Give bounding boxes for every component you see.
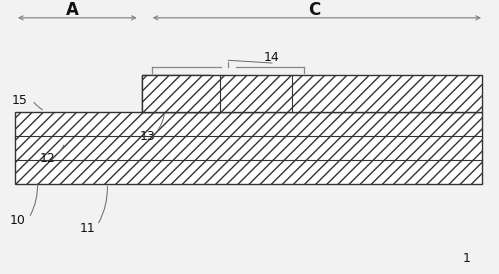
Text: 141: 141 (210, 99, 234, 112)
Text: 14: 14 (264, 51, 280, 64)
Bar (15, 112, 482, 184)
Text: 15: 15 (12, 93, 28, 107)
Text: 143: 143 (276, 99, 300, 112)
Text: 12: 12 (39, 152, 55, 165)
Text: C: C (308, 1, 320, 19)
Text: A: A (66, 1, 79, 19)
Text: 13: 13 (139, 130, 155, 144)
Text: 16: 16 (441, 98, 457, 111)
Bar (142, 75, 482, 112)
Bar (142, 75, 210, 112)
Text: 10: 10 (9, 214, 25, 227)
Text: 142: 142 (244, 99, 268, 112)
Text: 11: 11 (79, 222, 95, 235)
Text: 1: 1 (463, 252, 471, 266)
